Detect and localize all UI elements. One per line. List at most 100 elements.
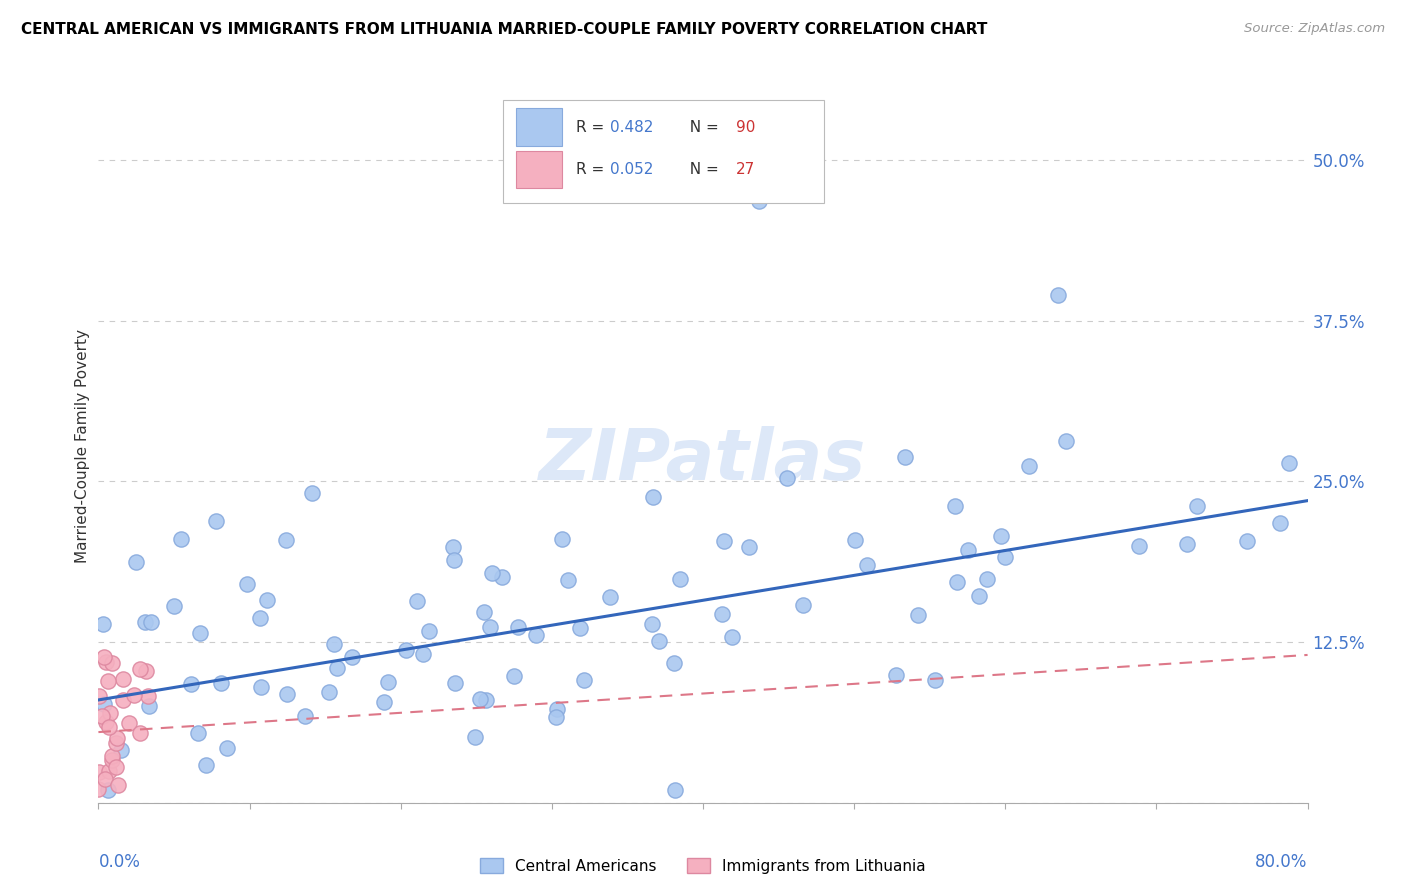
Point	[209, 676, 232, 690]
Point	[118, 716, 141, 731]
Point	[122, 688, 145, 702]
Point	[491, 570, 513, 584]
Point	[924, 673, 946, 687]
Legend: Central Americans, Immigrants from Lithuania: Central Americans, Immigrants from Lithu…	[474, 852, 932, 880]
Point	[100, 749, 122, 764]
Point	[136, 689, 159, 703]
Point	[557, 573, 579, 587]
Point	[943, 499, 966, 513]
Point	[301, 486, 323, 500]
Point	[188, 625, 211, 640]
Text: 0.482: 0.482	[610, 120, 654, 135]
Y-axis label: Married-Couple Family Poverty: Married-Couple Family Poverty	[75, 329, 90, 563]
Point	[276, 688, 298, 702]
Point	[524, 628, 547, 642]
Point	[96, 715, 118, 730]
Point	[470, 691, 492, 706]
FancyBboxPatch shape	[503, 100, 824, 203]
Point	[990, 528, 1012, 542]
Text: Source: ZipAtlas.com: Source: ZipAtlas.com	[1244, 22, 1385, 36]
Text: 80.0%: 80.0%	[1256, 853, 1308, 871]
Point	[967, 589, 990, 603]
Point	[1175, 537, 1198, 551]
Point	[105, 736, 128, 750]
Point	[205, 514, 228, 528]
Point	[138, 699, 160, 714]
Point	[464, 730, 486, 744]
Text: 27: 27	[735, 162, 755, 178]
Point	[187, 726, 209, 740]
Point	[97, 783, 120, 797]
Text: 90: 90	[735, 120, 755, 135]
Point	[94, 772, 117, 786]
Text: N =: N =	[681, 162, 724, 178]
Point	[110, 743, 132, 757]
Point	[163, 599, 186, 613]
Point	[478, 620, 501, 634]
Point	[894, 450, 917, 464]
Point	[1047, 288, 1070, 302]
Point	[641, 617, 664, 632]
Point	[1236, 534, 1258, 549]
Point	[441, 540, 464, 554]
Point	[373, 695, 395, 709]
Point	[662, 657, 685, 671]
Point	[112, 672, 135, 686]
Point	[377, 675, 399, 690]
Point	[101, 656, 124, 670]
Point	[134, 615, 156, 629]
Bar	[516, 109, 561, 145]
Point	[93, 650, 115, 665]
Point	[89, 689, 111, 703]
Point	[418, 624, 440, 639]
Point	[104, 760, 127, 774]
Point	[738, 540, 761, 554]
Point	[641, 490, 664, 504]
Point	[648, 634, 671, 648]
Point	[544, 710, 567, 724]
Point	[405, 594, 427, 608]
Point	[194, 757, 217, 772]
Point	[844, 533, 866, 548]
Point	[215, 741, 238, 756]
Point	[129, 662, 152, 676]
Point	[276, 533, 298, 548]
Point	[87, 764, 110, 779]
Point	[322, 636, 344, 650]
Point	[569, 621, 592, 635]
Point	[395, 642, 418, 657]
Point	[720, 631, 742, 645]
Point	[776, 470, 799, 484]
Point	[546, 701, 568, 715]
Point	[748, 194, 770, 208]
Text: 0.0%: 0.0%	[98, 853, 141, 871]
Point	[100, 754, 122, 768]
Point	[508, 619, 530, 633]
Point	[503, 669, 526, 683]
Point	[994, 549, 1017, 564]
Point	[1278, 457, 1301, 471]
Point	[256, 593, 278, 607]
Point	[135, 665, 157, 679]
Point	[475, 693, 498, 707]
Point	[956, 542, 979, 557]
Point	[976, 572, 998, 586]
Point	[111, 693, 134, 707]
Point	[669, 572, 692, 586]
Point	[856, 558, 879, 573]
Point	[946, 574, 969, 589]
Point	[792, 599, 814, 613]
Point	[294, 709, 316, 723]
Point	[125, 555, 148, 569]
Point	[884, 668, 907, 682]
Point	[97, 720, 120, 734]
Point	[105, 731, 128, 745]
Point	[180, 677, 202, 691]
Point	[87, 781, 110, 796]
Point	[599, 590, 621, 604]
Point	[481, 566, 503, 581]
Point	[249, 611, 271, 625]
Point	[107, 778, 129, 792]
Point	[1128, 539, 1150, 553]
Point	[1054, 434, 1077, 448]
